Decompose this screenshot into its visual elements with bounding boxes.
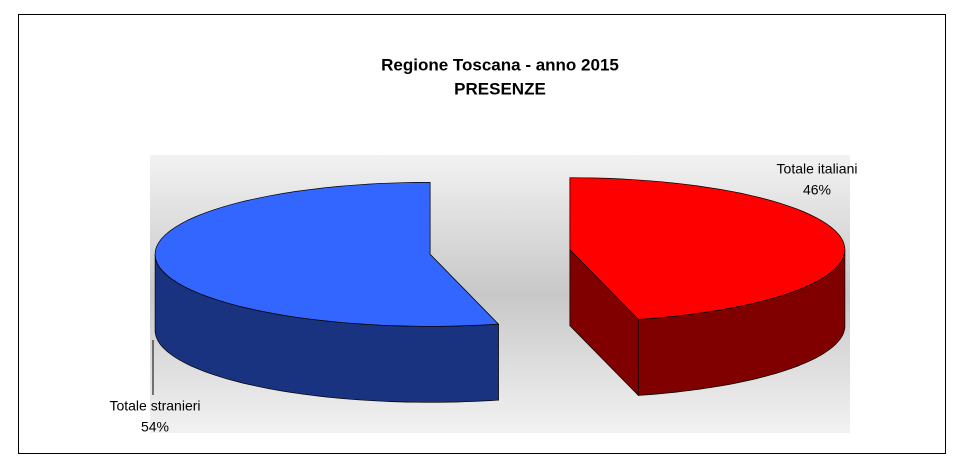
pie-slice (569, 177, 846, 397)
chart-title: Regione Toscana - anno 2015 (381, 55, 619, 74)
slice-label: Totale stranieri (109, 398, 200, 414)
chart-subtitle: PRESENZE (454, 79, 546, 98)
slice-value-label: 46% (803, 182, 831, 198)
slice-value-label: 54% (141, 419, 169, 435)
slice-top (569, 177, 846, 320)
pie (154, 177, 846, 403)
pie-slice (154, 181, 500, 403)
slice-top (154, 181, 500, 327)
slice-label: Totale italiani (777, 161, 858, 177)
